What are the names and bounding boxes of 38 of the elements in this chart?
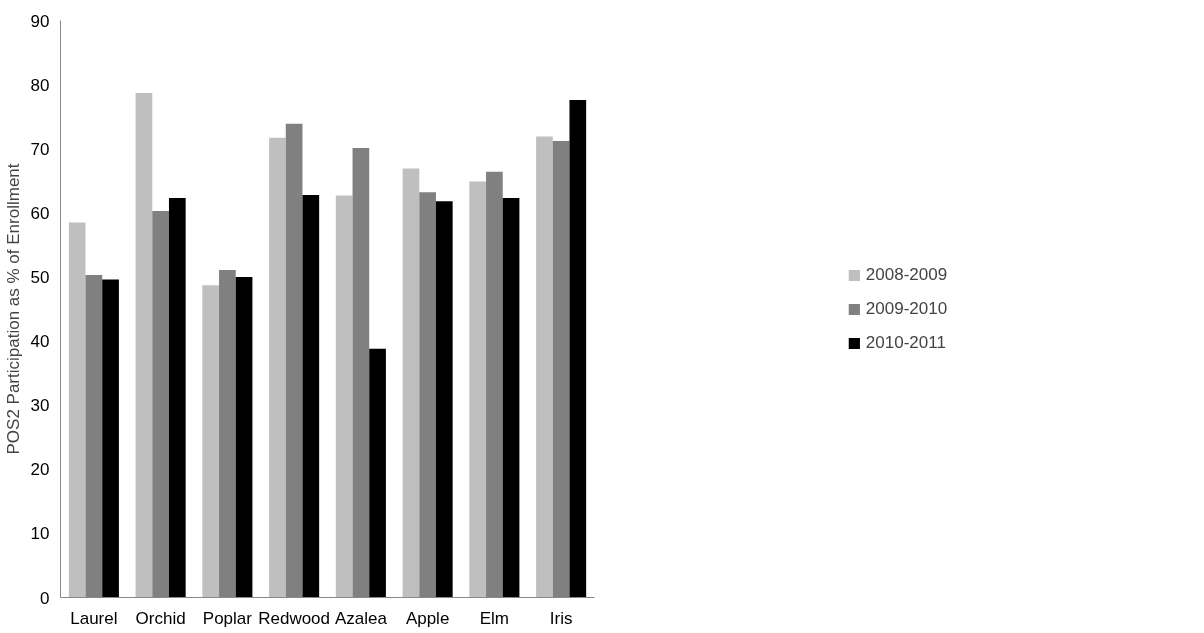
y-tick-label: 30 (30, 396, 50, 416)
y-tick-label: 60 (30, 203, 50, 223)
bar (269, 137, 286, 598)
x-tick-label: Apple (405, 608, 450, 628)
bar (335, 195, 353, 598)
legend-label: 2010-2011 (865, 332, 946, 353)
y-tick-label: 20 (30, 460, 50, 480)
y-tick-label: 40 (30, 332, 50, 352)
x-tick-label: Poplar (202, 608, 253, 628)
legend-label: 2008-2009 (865, 264, 948, 285)
bar (235, 276, 253, 598)
bar (369, 348, 386, 598)
y-tick-label: 10 (30, 524, 50, 544)
y-tick-label: 80 (30, 75, 50, 95)
bar (502, 198, 520, 598)
bar (168, 198, 186, 598)
bar (135, 92, 153, 598)
bar (569, 100, 587, 598)
bar (68, 222, 86, 598)
bar (435, 201, 453, 598)
x-tick-label: Orchid (135, 608, 186, 628)
legend-label: 2009-2010 (865, 298, 948, 319)
x-tick-label: Iris (549, 608, 573, 628)
y-tick-label: 70 (30, 139, 50, 159)
y-tick-label: 90 (30, 11, 50, 31)
bar (202, 285, 220, 598)
y-tick-label: 50 (30, 267, 50, 287)
bar (102, 279, 119, 598)
y-axis-title: POS2 Participation as % of Enrollment (3, 163, 23, 455)
bar (536, 136, 553, 598)
x-tick-label: Laurel (70, 608, 118, 628)
x-tick-label: Elm (479, 608, 510, 628)
bar (402, 168, 420, 598)
bar (302, 194, 320, 598)
bar (469, 181, 487, 598)
x-tick-label: Azalea (334, 608, 388, 628)
x-tick-label: Redwood (258, 608, 331, 628)
y-tick-label: 0 (40, 588, 50, 608)
